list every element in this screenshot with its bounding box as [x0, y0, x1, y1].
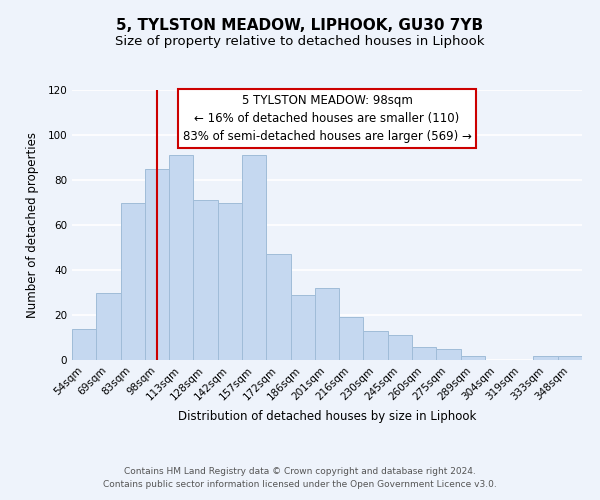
Bar: [339, 318, 364, 360]
Bar: [242, 155, 266, 360]
Text: Contains public sector information licensed under the Open Government Licence v3: Contains public sector information licen…: [103, 480, 497, 489]
Text: 5 TYLSTON MEADOW: 98sqm
← 16% of detached houses are smaller (110)
83% of semi-d: 5 TYLSTON MEADOW: 98sqm ← 16% of detache…: [182, 94, 472, 143]
Bar: [290, 294, 315, 360]
Bar: [145, 169, 169, 360]
Bar: [121, 202, 145, 360]
Bar: [169, 155, 193, 360]
Bar: [436, 349, 461, 360]
Bar: [558, 356, 582, 360]
Bar: [96, 292, 121, 360]
Text: Size of property relative to detached houses in Liphook: Size of property relative to detached ho…: [115, 35, 485, 48]
Text: Contains HM Land Registry data © Crown copyright and database right 2024.: Contains HM Land Registry data © Crown c…: [124, 467, 476, 476]
Bar: [461, 356, 485, 360]
Y-axis label: Number of detached properties: Number of detached properties: [26, 132, 39, 318]
X-axis label: Distribution of detached houses by size in Liphook: Distribution of detached houses by size …: [178, 410, 476, 423]
Bar: [218, 202, 242, 360]
Text: 5, TYLSTON MEADOW, LIPHOOK, GU30 7YB: 5, TYLSTON MEADOW, LIPHOOK, GU30 7YB: [116, 18, 484, 32]
Bar: [315, 288, 339, 360]
Bar: [388, 335, 412, 360]
Bar: [266, 254, 290, 360]
Bar: [412, 346, 436, 360]
Bar: [533, 356, 558, 360]
Bar: [72, 328, 96, 360]
Bar: [364, 331, 388, 360]
Bar: [193, 200, 218, 360]
